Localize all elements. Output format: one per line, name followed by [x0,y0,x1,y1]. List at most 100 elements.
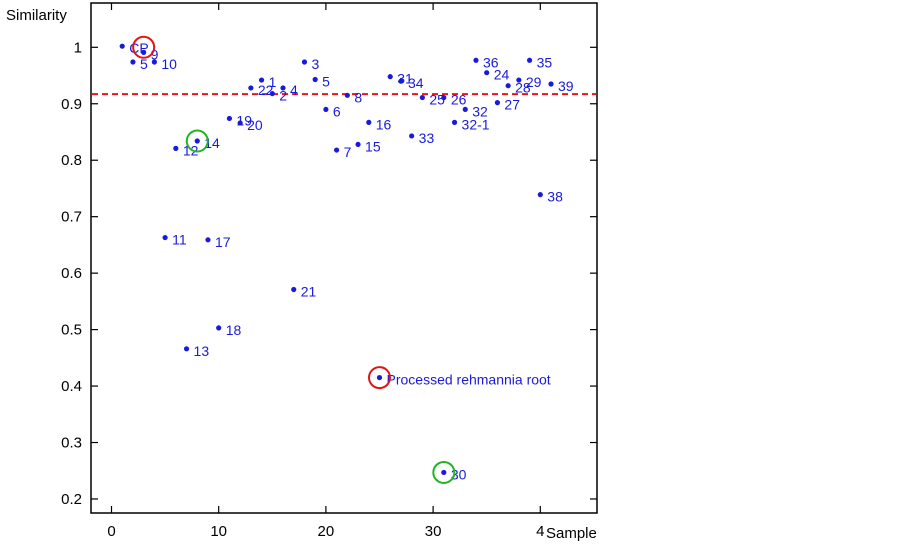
point-label: 34 [408,75,424,91]
point-label: 15 [365,138,381,154]
x-tick-label: 10 [210,523,227,540]
y-tick-label: 0.8 [61,152,82,169]
y-tick-label: 0.3 [61,435,82,452]
point-label: 21 [301,284,317,300]
data-point [366,119,372,125]
data-point [248,85,254,91]
data-point [344,92,350,98]
y-tick-label: 0.5 [61,322,82,339]
point-label: 26 [451,92,467,108]
data-point [451,119,458,125]
highlight-circles-layer [132,35,456,484]
data-point [473,57,479,63]
data-point [216,325,222,331]
highlight-circle-green [185,129,209,153]
data-point [334,147,340,153]
point-label: 35 [537,54,553,70]
point-label: 22 [258,82,274,98]
x-tick-label: 0 [107,523,115,540]
data-point [537,192,543,198]
point-label: 7 [344,144,352,160]
data-point [484,70,490,76]
point-label: 32 [472,103,488,119]
data-point [387,74,393,80]
data-point [494,100,501,106]
data-point [205,237,211,243]
point-label: 6 [333,103,341,119]
point-label: 9 [151,46,159,62]
data-point [526,57,533,63]
y-axis-title: Similarity [6,7,67,24]
data-point [141,49,147,55]
x-tick-label: 20 [318,523,335,540]
data-point [419,94,425,101]
x-axis-title: Sample [546,525,597,542]
data-point [323,106,329,113]
data-point [355,141,361,148]
point-label: 10 [161,56,177,72]
y-tick-label: 0.4 [61,378,82,395]
data-point [173,145,179,151]
y-axis: 0.2 0.3 0.4 0.5 0.6 0.7 0.8 0.9 1 [61,39,597,508]
point-label: 28 [515,80,531,96]
data-point [237,120,243,126]
data-point [194,138,200,144]
highlight-circle-red [368,366,391,390]
point-label: 11 [172,232,187,248]
data-point [312,76,318,83]
point-label: 5 [140,56,148,72]
x-tick-label: 30 [425,523,442,540]
point-label: 4 [290,82,298,98]
point-label: 2 [279,88,287,104]
data-point [441,94,447,101]
point-label: 39 [558,78,574,94]
data-point [376,374,383,381]
y-tick-label: 0.2 [61,491,82,508]
point-label: 16 [376,116,392,132]
point-label: 17 [215,234,231,250]
data-point [258,77,265,83]
data-point [505,83,511,89]
point-label: 18 [226,322,242,338]
data-point [409,133,415,139]
plot-frame [90,2,598,514]
point-label: 3 [311,56,319,72]
point-label: 33 [419,130,435,146]
y-tick-label: 0.6 [61,265,82,282]
data-point [548,81,554,87]
data-point [119,43,125,49]
point-label: 1 [269,74,277,90]
data-point [130,59,136,65]
data-point [226,115,233,122]
point-label: 24 [494,67,510,83]
data-point [269,90,275,97]
plot-border [90,2,598,514]
data-point [398,78,404,84]
data-point [280,85,286,91]
data-point [151,59,157,65]
point-label: 38 [547,189,563,205]
y-tick-label: 1 [74,39,82,56]
point-label: 5 [322,73,330,89]
point-label: 29 [526,74,542,90]
y-tick-label: 0.9 [61,96,82,113]
data-point [291,286,297,293]
data-point [162,234,168,241]
data-point [441,469,447,476]
data-point [183,346,190,352]
data-point [301,59,308,65]
point-label: 25 [429,92,445,108]
highlight-circle-green [432,460,456,484]
data-point [516,77,522,83]
y-tick-label: 0.7 [61,209,82,226]
point-label: 36 [483,54,499,70]
point-label: 20 [247,117,263,133]
x-axis: 0 10 20 30 4 [107,3,544,540]
point-label: 27 [504,97,520,113]
highlight-circle-red [132,35,156,59]
x-tick-label: 4 [536,523,544,540]
point-label: 32-1 [462,116,490,132]
point-label: 8 [354,89,362,105]
